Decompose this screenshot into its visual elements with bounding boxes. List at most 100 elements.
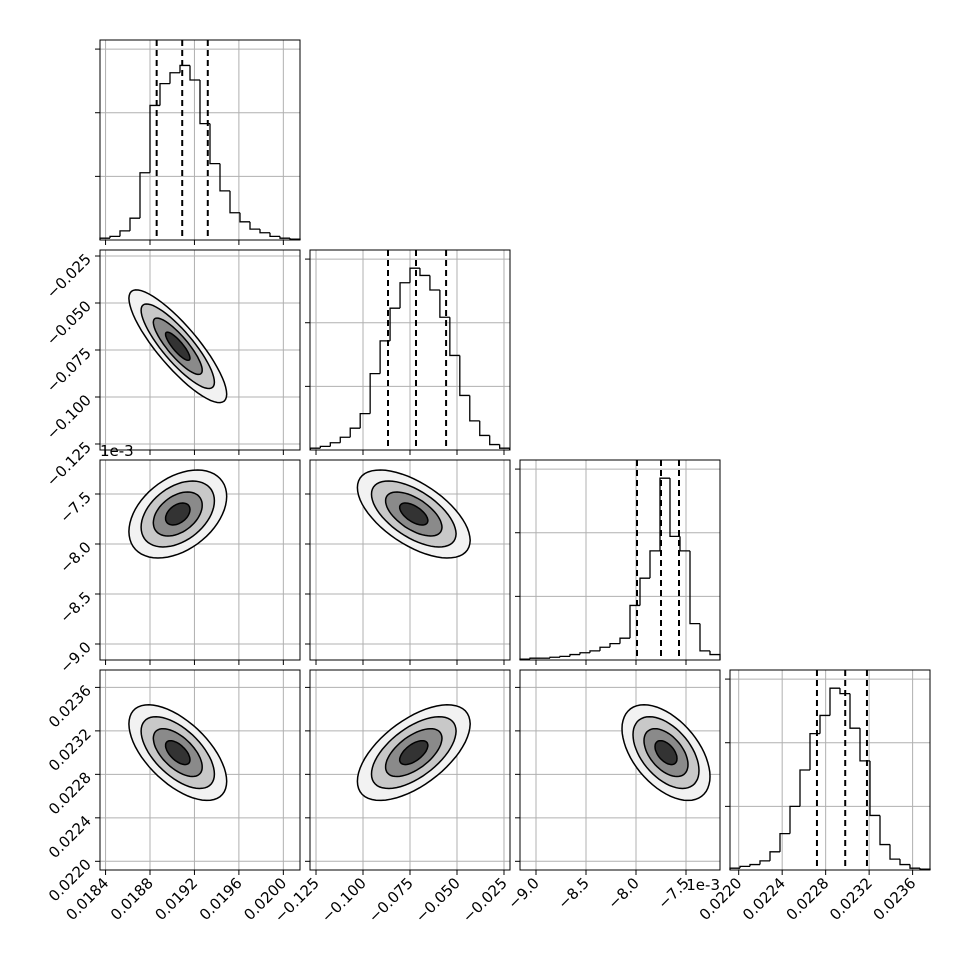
histogram-bin: [819, 714, 830, 734]
y-tick-label: −0.125: [43, 438, 95, 490]
panel-frame: [309, 249, 511, 451]
histogram-bin: [219, 163, 230, 192]
y-tick-label: 0.0236: [45, 681, 95, 731]
histogram-bin: [319, 445, 331, 449]
histogram-bin: [699, 623, 710, 652]
contour: [164, 739, 191, 766]
panel-frame: [99, 39, 301, 241]
contour: [164, 502, 191, 526]
x-tick-label: −8.5: [554, 874, 592, 912]
histogram-bin: [239, 212, 250, 223]
y-tick-label: −0.100: [43, 391, 95, 443]
histogram-bin: [589, 650, 600, 653]
histogram-bin: [339, 436, 351, 443]
histogram-bin: [669, 478, 680, 538]
panel-frame: [519, 459, 721, 661]
y-tick-label: −0.025: [43, 250, 95, 302]
histogram-bin: [579, 652, 590, 655]
histogram-bin: [809, 732, 820, 770]
histogram-bin: [499, 444, 511, 450]
histogram-bin: [229, 190, 240, 214]
histogram-bin: [199, 80, 210, 125]
histogram-bin: [899, 859, 910, 866]
histogram-bin: [179, 64, 190, 73]
histogram-bin: [619, 637, 630, 644]
contour: [398, 739, 429, 766]
x-tick-label: 0.0192: [151, 874, 201, 924]
x-tick-label: 0.0188: [107, 874, 157, 924]
histogram-bin: [629, 604, 640, 639]
x-tick-label: 0.0224: [739, 874, 789, 924]
y-tick-label: 0.0224: [45, 812, 95, 862]
x-tick-label: 0.0228: [783, 874, 833, 924]
histogram-bin: [269, 232, 280, 238]
histogram-bin: [529, 657, 540, 660]
histogram-bin: [489, 435, 500, 446]
histogram-bin: [469, 395, 480, 422]
panel-frame: [99, 459, 301, 661]
histogram-bin: [119, 230, 130, 237]
panel-frame: [309, 669, 511, 871]
y-tick-label: 0.0228: [45, 768, 95, 818]
histogram-bin: [569, 653, 580, 657]
contour: [398, 502, 429, 526]
y-tick-label: −0.050: [43, 297, 95, 349]
histogram-bin: [419, 268, 430, 277]
histogram-bin: [329, 442, 341, 447]
histogram-bin: [399, 282, 410, 309]
histogram-bin: [909, 864, 920, 869]
histogram-bin: [789, 805, 800, 834]
histogram-bin: [799, 769, 810, 807]
histogram-bin: [449, 317, 460, 357]
histogram-bin: [279, 236, 290, 239]
histogram-bin: [459, 355, 470, 397]
histogram-bin: [869, 760, 880, 817]
histogram-bin: [609, 642, 620, 648]
histogram-bin: [879, 815, 890, 846]
histogram-bin: [739, 865, 750, 869]
x-tick-label: −0.100: [318, 874, 370, 926]
histogram-bin: [599, 646, 610, 651]
y-tick-label: −7.5: [56, 488, 94, 526]
histogram-bin: [709, 650, 721, 660]
histogram-bin: [249, 221, 260, 230]
histogram-bin: [839, 688, 850, 695]
x-tick-label: 0.0196: [196, 874, 246, 924]
y-tick-label: −8.0: [56, 538, 94, 576]
histogram-bin: [689, 550, 700, 625]
histogram-bin: [889, 844, 900, 860]
histogram-bin: [349, 427, 361, 438]
histogram-bin: [549, 656, 560, 659]
histogram-bin: [359, 412, 371, 429]
x-tick-label: −9.0: [504, 874, 542, 912]
histogram-bin: [369, 372, 381, 414]
histogram-bin: [439, 290, 450, 318]
histogram-bin: [209, 123, 220, 165]
x-tick-label: −8.0: [604, 874, 642, 912]
histogram-bin: [159, 82, 170, 106]
histogram-bin: [679, 536, 690, 552]
y-tick-label: −0.075: [43, 344, 95, 396]
panel-frame: [729, 669, 931, 871]
histogram-bin: [109, 235, 120, 239]
panel-frame: [99, 669, 301, 871]
histogram-bin: [479, 420, 490, 437]
x-tick-label: −0.050: [412, 874, 464, 926]
contour: [654, 739, 678, 766]
histogram-bin: [749, 863, 760, 867]
y-tick-label: −8.5: [56, 588, 94, 626]
panel-frame: [309, 459, 511, 661]
histogram-bin: [559, 655, 570, 658]
histogram-bin: [149, 104, 160, 173]
histogram-bin: [409, 267, 420, 283]
contour: [164, 331, 191, 362]
panel-frame: [99, 249, 301, 451]
histogram-bin: [389, 307, 401, 341]
histogram-bin: [779, 832, 790, 852]
y-offset-label: 1e-3: [100, 442, 134, 460]
histogram-bin: [169, 72, 180, 84]
histogram-bin: [659, 477, 670, 551]
histogram-bin: [379, 340, 391, 374]
